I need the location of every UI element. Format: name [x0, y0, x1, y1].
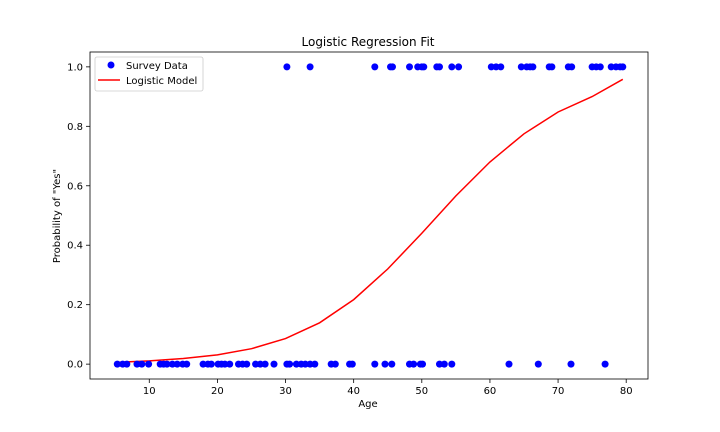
x-tick-label: 70 [552, 386, 565, 397]
plot-area [113, 63, 627, 368]
survey-data-point [243, 360, 251, 368]
survey-data-point [331, 360, 339, 368]
survey-data-point [371, 63, 379, 71]
survey-data-point [534, 360, 542, 368]
y-axis: 0.0 0.2 0.4 0.6 0.8 1.0 [67, 62, 90, 371]
y-tick-label: 0.0 [67, 360, 83, 371]
survey-data-point [529, 63, 537, 71]
survey-data-point [601, 360, 609, 368]
survey-data-point [163, 360, 171, 368]
survey-data-point [505, 360, 513, 368]
survey-data-point [113, 360, 121, 368]
survey-data-point [256, 360, 264, 368]
survey-data-point [301, 360, 309, 368]
x-axis: 10 20 30 40 50 60 70 80 [143, 379, 633, 397]
survey-data-point [145, 360, 153, 368]
survey-data-point [348, 360, 356, 368]
x-tick-label: 50 [415, 386, 428, 397]
survey-data-point [607, 63, 615, 71]
x-tick-label: 80 [620, 386, 633, 397]
survey-data-point [168, 360, 176, 368]
survey-data-point [306, 63, 314, 71]
survey-data-point [207, 360, 215, 368]
survey-data-point [548, 63, 556, 71]
survey-data-point [292, 360, 300, 368]
y-tick-label: 0.6 [67, 181, 83, 192]
survey-data-point [270, 360, 278, 368]
y-tick-label: 0.2 [67, 300, 83, 311]
survey-data-point [619, 63, 627, 71]
plot-frame [89, 51, 649, 380]
x-tick-label: 10 [143, 386, 156, 397]
survey-data-point [436, 360, 443, 368]
y-tick-label: 0.8 [67, 122, 83, 133]
logistic-model-line [115, 78, 624, 364]
y-axis-label: Probability of "Yes" [52, 169, 63, 263]
survey-data-point [440, 360, 448, 368]
survey-data-point [221, 360, 229, 368]
survey-data-point [123, 360, 131, 368]
survey-data-point [183, 360, 191, 368]
survey-data-point [283, 63, 291, 71]
survey-data-point [286, 360, 294, 368]
legend: Survey Data Logistic Model [94, 56, 204, 92]
y-tick-label: 0.4 [67, 241, 83, 252]
survey-data-point [497, 63, 505, 71]
x-tick-label: 60 [484, 386, 497, 397]
survey-data-point [406, 63, 413, 71]
survey-data-point [371, 360, 379, 368]
survey-data-point [448, 360, 456, 368]
survey-data-point [410, 360, 418, 368]
survey-data-point [487, 63, 495, 71]
survey-data-point [381, 360, 389, 368]
legend-marker-survey-data [107, 61, 115, 69]
survey-data-point [173, 360, 181, 368]
survey-data-point [568, 63, 576, 71]
legend-label-logistic-model: Logistic Model [126, 76, 197, 87]
survey-data-point [436, 63, 443, 71]
x-tick-label: 30 [279, 386, 292, 397]
survey-data-point [138, 360, 146, 368]
x-tick-label: 20 [211, 386, 224, 397]
survey-data-point [419, 360, 426, 368]
legend-box [94, 56, 204, 92]
survey-data-point [133, 360, 141, 368]
survey-data-point [226, 360, 234, 368]
survey-data-point [596, 63, 604, 71]
x-tick-label: 40 [347, 386, 360, 397]
survey-data-point [388, 360, 396, 368]
survey-data-point [389, 63, 396, 71]
survey-data-point [311, 360, 319, 368]
survey-data-point [567, 360, 575, 368]
survey-data-point [199, 360, 207, 368]
chart-title: Logistic Regression Fit [302, 35, 435, 49]
survey-data-point [261, 360, 269, 368]
survey-data-point [455, 63, 463, 71]
survey-data-point [420, 63, 428, 71]
legend-label-survey-data: Survey Data [126, 61, 188, 72]
survey-data-point [448, 63, 456, 71]
y-tick-label: 1.0 [67, 62, 83, 73]
x-axis-label: Age [358, 399, 377, 410]
survey-data-point [517, 63, 525, 71]
